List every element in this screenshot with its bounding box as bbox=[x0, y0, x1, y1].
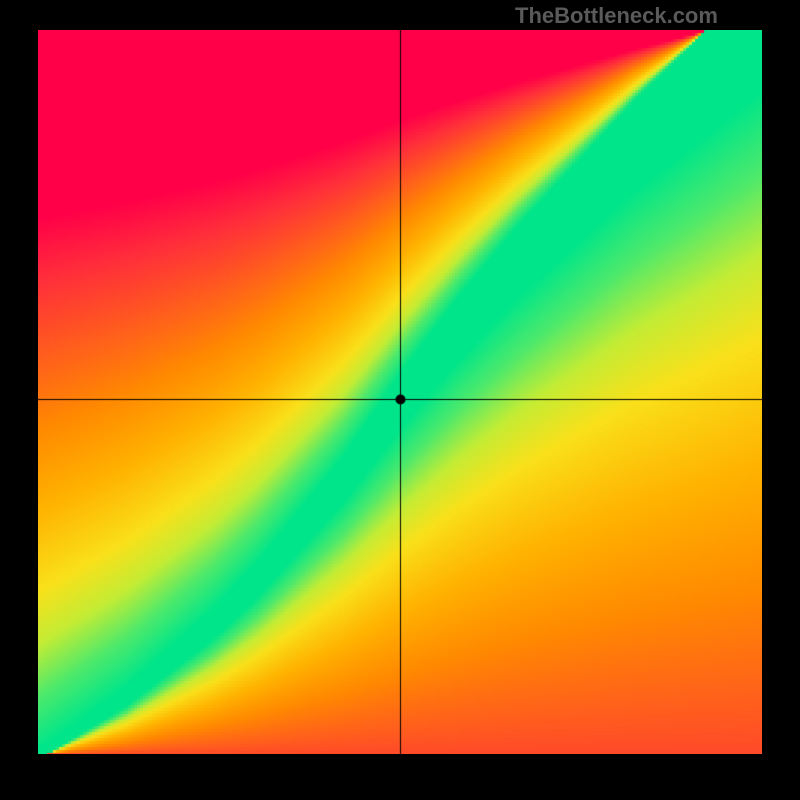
outer-frame: TheBottleneck.com bbox=[0, 0, 800, 800]
bottleneck-heatmap bbox=[38, 30, 762, 754]
watermark-text: TheBottleneck.com bbox=[515, 3, 718, 29]
